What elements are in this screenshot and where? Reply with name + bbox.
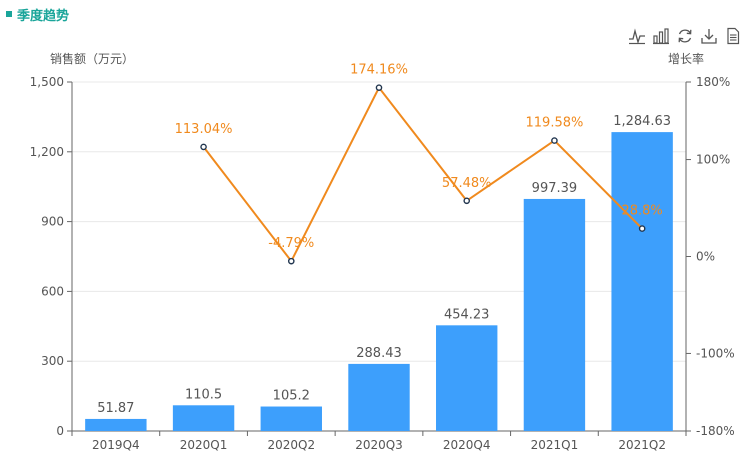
bar — [611, 132, 673, 431]
y-right-tick-label: 0% — [696, 250, 715, 264]
line-value-label: -4.79% — [268, 236, 314, 251]
y-left-tick-label: 1,500 — [30, 75, 64, 89]
line-point — [551, 137, 558, 144]
y-left-axis-label: 销售额（万元） — [50, 51, 134, 66]
y-right-tick-label: -100% — [696, 346, 735, 360]
chart-header: 季度趋势 — [6, 4, 69, 24]
bar-value-label: 454.23 — [444, 307, 490, 322]
y-left-tick-label: 300 — [41, 354, 64, 368]
bar-chart-icon[interactable] — [652, 27, 670, 45]
y-left-tick-label: 0 — [56, 424, 64, 438]
line-value-label: 57.48% — [442, 176, 492, 191]
bar-value-label: 110.5 — [185, 387, 222, 402]
y-right-tick-label: -180% — [696, 424, 735, 438]
x-tick-label: 2019Q4 — [92, 438, 140, 452]
y-left-tick-label: 1,200 — [30, 145, 64, 159]
bar — [436, 325, 498, 431]
x-tick-label: 2020Q2 — [267, 438, 315, 452]
y-left-tick-label: 900 — [41, 215, 64, 229]
bar — [172, 405, 235, 431]
x-tick-label: 2021Q2 — [618, 438, 666, 452]
line-value-label: 119.58% — [526, 116, 584, 131]
line-point — [375, 84, 383, 91]
line-point — [287, 257, 295, 265]
bar-value-label: 288.43 — [356, 346, 402, 361]
y-right-axis-label: 增长率 — [668, 51, 704, 66]
chart-title: 季度趋势 — [17, 8, 70, 24]
x-tick-label: 2021Q1 — [531, 438, 579, 452]
line-chart-icon[interactable] — [628, 27, 646, 45]
y-right-tick-label: 180% — [696, 75, 730, 89]
bar — [523, 198, 586, 431]
bar-value-label: 51.87 — [97, 401, 134, 416]
line-value-label: 113.04% — [175, 122, 233, 137]
bar-value-label: 997.39 — [532, 181, 578, 196]
x-tick-label: 2020Q3 — [355, 438, 403, 452]
line-value-label: 28.8% — [621, 204, 662, 219]
bar — [85, 418, 147, 431]
line-point — [463, 197, 471, 205]
line-point — [200, 143, 207, 151]
y-right-tick-label: 100% — [696, 153, 730, 167]
bar — [260, 406, 322, 431]
growth-line — [202, 85, 643, 264]
bar-value-label: 105.2 — [273, 389, 310, 404]
restore-icon[interactable] — [676, 27, 694, 45]
download-icon[interactable] — [700, 27, 718, 45]
line-value-label: 174.16% — [350, 63, 408, 78]
x-tick-label: 2020Q1 — [180, 438, 228, 452]
y-left-tick-label: 600 — [41, 284, 64, 298]
title-marker — [6, 11, 12, 17]
chart-toolbox — [628, 27, 742, 45]
bar — [348, 363, 410, 431]
data-view-icon[interactable] — [724, 27, 742, 45]
line-point — [638, 225, 646, 232]
bar-value-label: 1,284.63 — [613, 114, 671, 129]
x-tick-label: 2020Q4 — [443, 438, 491, 452]
